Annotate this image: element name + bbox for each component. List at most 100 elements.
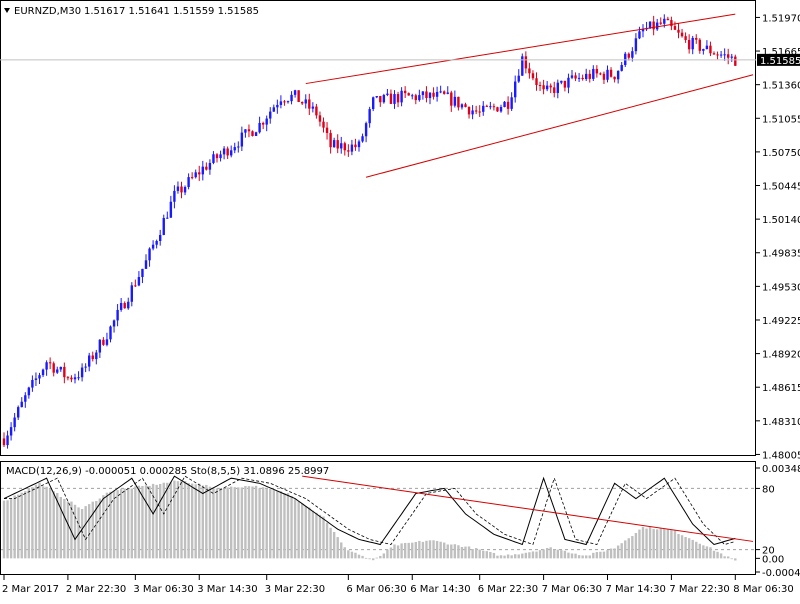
channel-trendline[interactable] <box>305 13 736 85</box>
macd-bar <box>656 529 659 559</box>
candle <box>542 79 545 95</box>
macd-bar <box>446 544 449 559</box>
candle <box>59 366 62 372</box>
indicator-trendline[interactable] <box>302 475 754 542</box>
candle <box>343 141 346 156</box>
macd-bar <box>609 548 613 559</box>
macd-bar <box>389 547 393 559</box>
candle <box>286 100 290 104</box>
macd-bar <box>98 498 102 559</box>
candle <box>311 102 315 113</box>
macd-bar <box>570 553 574 559</box>
macd-bar <box>52 491 55 559</box>
time-tick-label: 3 Mar 22:30 <box>265 584 325 595</box>
candle <box>474 105 478 115</box>
candle <box>201 160 204 181</box>
macd-bar <box>705 546 709 559</box>
macd-bar <box>301 503 304 559</box>
candle <box>492 103 496 111</box>
candle <box>159 229 162 246</box>
stoch-level-80-label: 80 <box>762 484 775 495</box>
candle <box>567 73 570 94</box>
macd-bar <box>723 556 726 559</box>
candle <box>219 150 222 162</box>
macd-bar <box>290 495 293 559</box>
candle <box>712 51 716 55</box>
candle <box>382 93 386 104</box>
candle <box>105 332 109 347</box>
candle <box>176 181 180 194</box>
macd-bar <box>293 499 297 559</box>
indicator-pane-frame <box>0 461 756 575</box>
macd-bar <box>443 542 446 559</box>
candle <box>627 52 630 61</box>
price-tick-label: 1.51360 <box>762 81 800 92</box>
channel-trendline[interactable] <box>365 74 754 178</box>
candle <box>485 104 488 107</box>
macd-bar <box>421 541 425 559</box>
candle <box>347 144 350 157</box>
candle <box>56 366 59 374</box>
macd-bar <box>63 498 66 559</box>
macd-bar <box>297 501 300 559</box>
chart-ohlc: 1.51617 1.51641 1.51559 1.51585 <box>84 6 259 17</box>
macd-bar <box>489 551 492 559</box>
price-tick-label: 1.49530 <box>762 282 800 293</box>
macd-bar <box>304 506 307 559</box>
candle <box>240 126 244 151</box>
candle <box>499 104 503 113</box>
macd-bar <box>272 490 275 559</box>
triangle-down-icon[interactable] <box>4 8 10 13</box>
candle <box>187 173 190 190</box>
macd-bar <box>602 551 606 559</box>
stochastic-signal-line <box>4 475 736 546</box>
macd-bar <box>684 537 687 559</box>
candle <box>439 85 442 94</box>
macd-bar <box>418 540 421 559</box>
macd-bar <box>59 496 62 559</box>
macd-bar <box>247 486 251 559</box>
macd-bar <box>702 545 705 559</box>
candle <box>350 139 354 156</box>
candle <box>609 67 613 78</box>
candle <box>457 96 460 111</box>
candle <box>251 130 254 137</box>
candle <box>77 371 80 381</box>
candle <box>716 51 719 60</box>
macd-bar <box>269 488 272 559</box>
candle <box>687 34 691 54</box>
candle <box>585 68 588 82</box>
candle <box>322 117 325 133</box>
macd-bar <box>230 486 233 559</box>
candle <box>198 165 201 181</box>
candle <box>545 81 549 92</box>
candle <box>127 297 130 310</box>
candle <box>634 33 638 55</box>
candle <box>290 91 293 105</box>
candle <box>379 95 382 107</box>
macd-bar <box>137 485 141 559</box>
candle <box>730 53 733 62</box>
macd-bar <box>652 529 655 559</box>
macd-bar <box>215 488 219 559</box>
macd-bar <box>219 488 222 559</box>
macd-bar <box>471 548 474 559</box>
price-tick-label: 1.50445 <box>762 182 800 193</box>
candle <box>372 96 375 112</box>
macd-bar <box>240 487 244 559</box>
macd-bar <box>616 545 620 559</box>
price-pane-frame <box>0 0 756 456</box>
macd-bar <box>585 555 588 559</box>
macd-bar <box>347 550 350 559</box>
macd-bar <box>574 553 577 559</box>
macd-bar <box>659 528 662 559</box>
macd-bar <box>155 484 158 559</box>
macd-bar <box>425 540 428 559</box>
candle <box>329 129 332 154</box>
macd-bar <box>148 485 151 559</box>
macd-bar <box>577 555 581 559</box>
candle <box>723 48 726 61</box>
macd-bar <box>588 555 591 559</box>
candle <box>471 105 474 120</box>
